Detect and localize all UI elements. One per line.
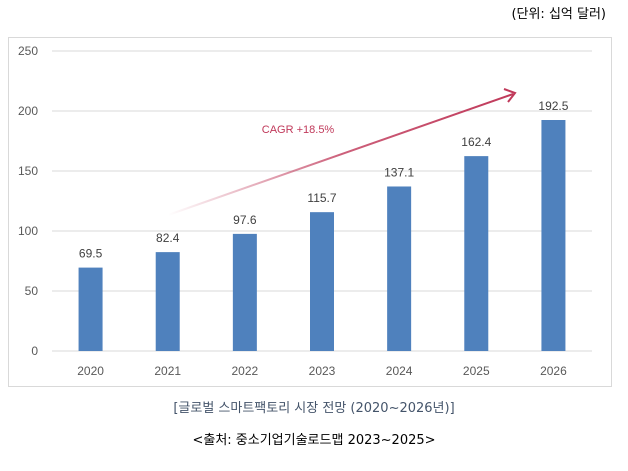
- x-tick-label: 2020: [77, 364, 104, 378]
- data-label: 69.5: [79, 247, 103, 261]
- chart-frame: [8, 37, 612, 387]
- x-tick-label: 2024: [386, 364, 413, 378]
- bar: [78, 267, 103, 351]
- bar: [541, 120, 566, 351]
- bar: [232, 233, 257, 351]
- y-tick-label: 200: [18, 104, 38, 118]
- x-tick-label: 2021: [154, 364, 181, 378]
- x-tick-label: 2023: [309, 364, 336, 378]
- data-label: 137.1: [384, 165, 414, 179]
- source-note: <출처: 중소기업기술로드맵 2023~2025>: [192, 433, 436, 448]
- x-tick-label: 2026: [540, 364, 567, 378]
- data-label: 97.6: [233, 213, 257, 227]
- data-label: 162.4: [461, 135, 491, 149]
- cagr-arrow: [167, 93, 514, 216]
- y-tick-label: 250: [18, 44, 38, 58]
- chart-caption: [글로벌 스마트팩토리 시장 전망 (2020~2026년)]: [173, 401, 455, 416]
- x-tick-label: 2022: [232, 364, 259, 378]
- bar: [387, 186, 412, 351]
- y-tick-label: 50: [25, 284, 39, 298]
- bar: [155, 252, 180, 351]
- data-label: 192.5: [538, 99, 568, 113]
- y-tick-label: 0: [31, 344, 38, 358]
- data-label: 115.7: [307, 191, 336, 205]
- cagr-arrowhead: [503, 88, 517, 103]
- data-label: 82.4: [156, 231, 180, 245]
- bar: [310, 212, 334, 351]
- unit-label: (단위: 십억 달러): [511, 7, 606, 22]
- y-tick-label: 150: [18, 164, 38, 178]
- y-tick-label: 100: [18, 224, 38, 238]
- cagr-annotation: CAGR +18.5%: [262, 124, 335, 136]
- x-tick-label: 2025: [463, 364, 490, 378]
- bar: [464, 156, 489, 351]
